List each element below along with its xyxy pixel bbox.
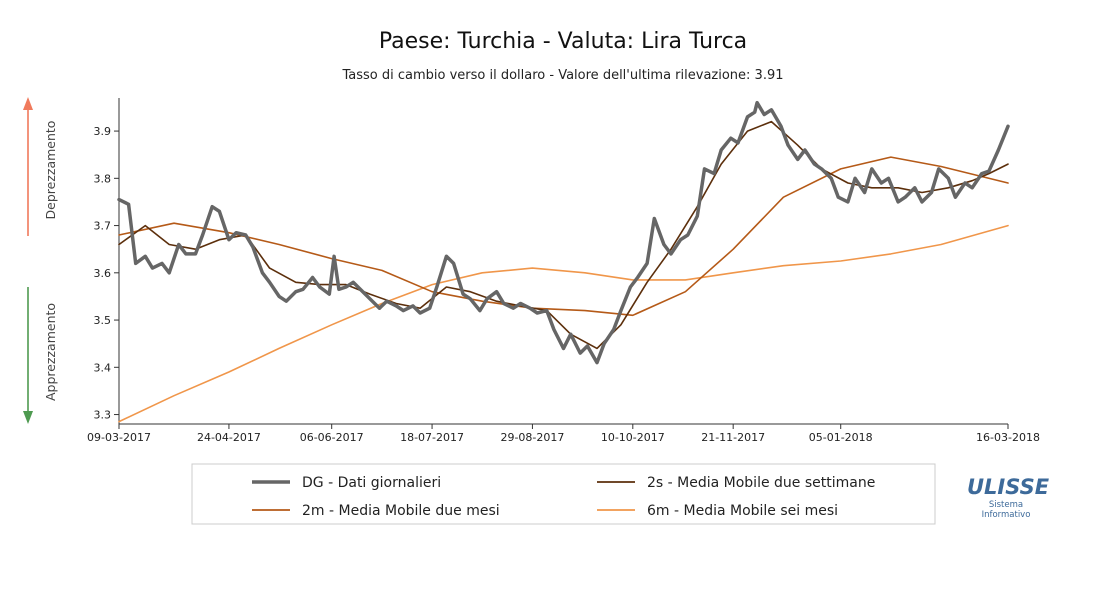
y-tick-label: 3.6 <box>94 267 112 280</box>
series-line-6m <box>118 224 1009 423</box>
x-tick-label: 09-03-2017 <box>87 431 151 444</box>
y-tick-label: 3.4 <box>94 361 112 374</box>
up-arrow-icon <box>23 97 33 110</box>
x-tick-label: 18-07-2017 <box>400 431 464 444</box>
appreciation-label: Apprezzamento <box>43 303 58 401</box>
x-tick-label: 29-08-2017 <box>500 431 564 444</box>
axes: 3.3 3.4 3.5 3.6 3.7 3.8 3.9 09-03-2017 24-04-201… <box>87 98 1040 444</box>
y-tick-label: 3.3 <box>94 409 112 422</box>
legend-label-2s: 2s - Media Mobile due settimane <box>647 475 875 491</box>
x-tick-label: 05-01-2018 <box>809 431 873 444</box>
x-tick-label: 16-03-2018 <box>976 431 1040 444</box>
y-tick-label: 3.5 <box>94 314 112 327</box>
depreciation-label: Deprezzamento <box>43 121 58 220</box>
chart-subtitle: Tasso di cambio verso il dollaro - Valor… <box>341 68 783 83</box>
down-arrow-icon <box>23 411 33 424</box>
legend-label-6m: 6m - Media Mobile sei mesi <box>647 503 838 519</box>
legend-label-dg: DG - Dati giornalieri <box>302 475 441 491</box>
x-tick-label: 06-06-2017 <box>300 431 364 444</box>
legend-label-2m: 2m - Media Mobile due mesi <box>302 503 500 519</box>
y-tick-label: 3.8 <box>94 172 112 185</box>
series-line-2m <box>118 156 1009 317</box>
series-line-2s <box>118 120 1009 350</box>
logo-subtitle-2: Informativo <box>982 510 1031 520</box>
legend: DG - Dati giornalieri 2s - Media Mobile d… <box>191 463 936 525</box>
depreciation-indicator: Deprezzamento <box>23 97 58 236</box>
y-tick-label: 3.7 <box>94 220 112 233</box>
logo-text: ULISSE <box>967 475 1050 499</box>
x-tick-label: 21-11-2017 <box>701 431 765 444</box>
y-tick-label: 3.9 <box>94 125 112 138</box>
chart-title: Paese: Turchia - Valuta: Lira Turca <box>379 29 747 54</box>
series-group <box>117 100 1010 423</box>
ulisse-logo: ULISSE Sistema Informativo <box>967 475 1050 520</box>
x-tick-label: 10-10-2017 <box>601 431 665 444</box>
series-line-dg <box>117 100 1010 365</box>
logo-subtitle-1: Sistema <box>989 500 1023 510</box>
appreciation-indicator: Apprezzamento <box>23 287 58 424</box>
x-tick-label: 24-04-2017 <box>197 431 261 444</box>
